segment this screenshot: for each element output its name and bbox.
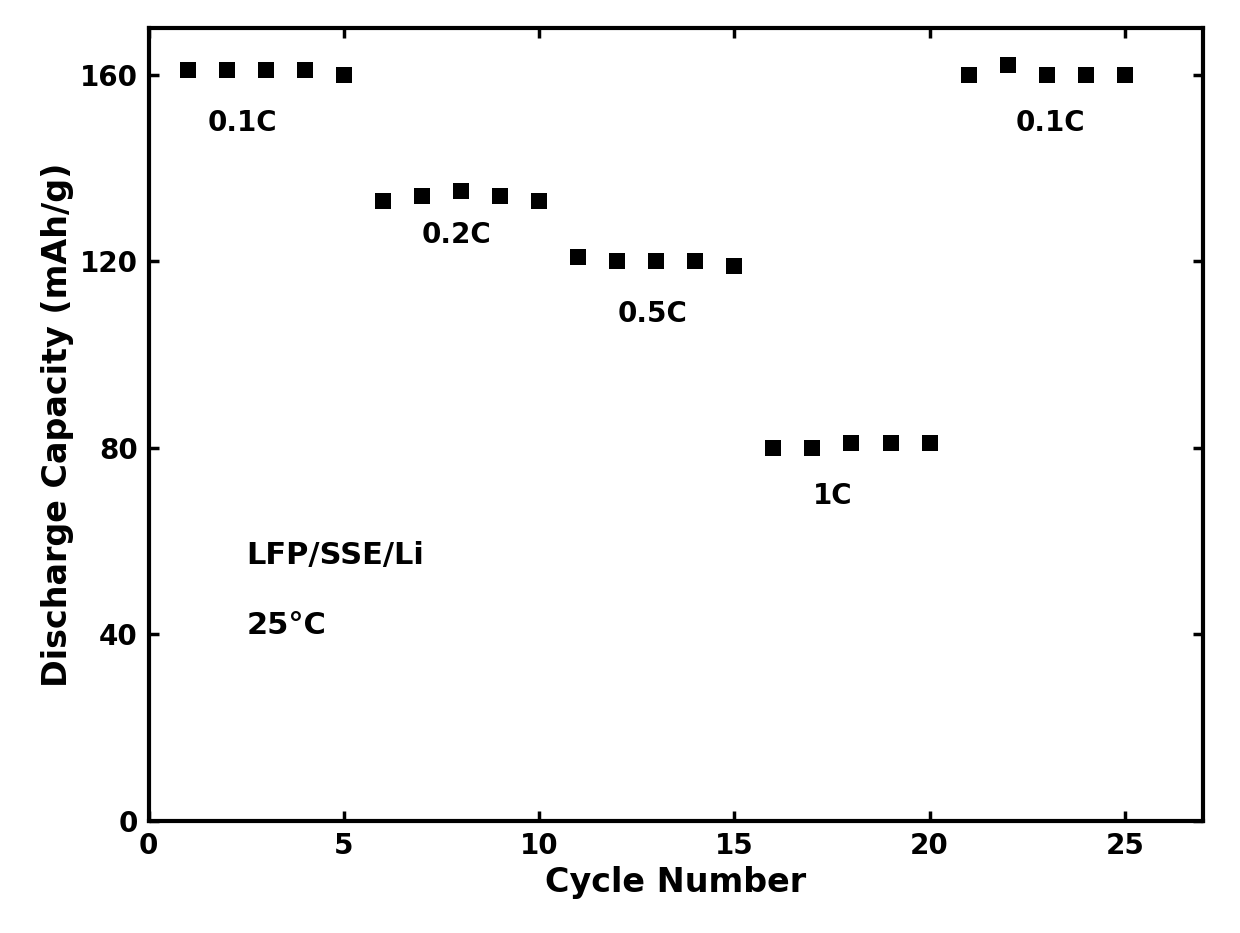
Text: 1C: 1C xyxy=(812,481,852,509)
Text: 0.2C: 0.2C xyxy=(422,220,492,248)
Text: LFP/SSE/Li: LFP/SSE/Li xyxy=(247,541,424,570)
Y-axis label: Discharge Capacity (mAh/g): Discharge Capacity (mAh/g) xyxy=(41,162,74,687)
X-axis label: Cycle Number: Cycle Number xyxy=(546,866,806,898)
Text: 0.1C: 0.1C xyxy=(207,108,277,136)
Text: 0.5C: 0.5C xyxy=(618,299,687,327)
Text: 25°C: 25°C xyxy=(247,611,326,640)
Text: 0.1C: 0.1C xyxy=(1016,108,1085,136)
